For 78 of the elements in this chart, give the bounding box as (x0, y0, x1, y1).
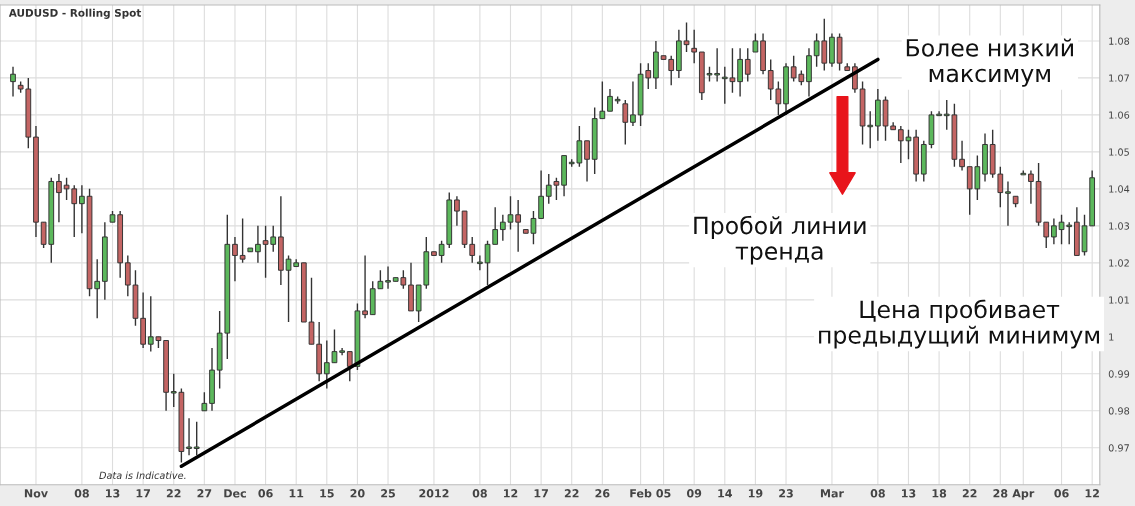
x-tick-label: 08 (74, 489, 89, 498)
y-tick-label: 1.04 (1109, 185, 1130, 193)
x-tick-label: 13 (902, 489, 916, 498)
y-tick-label: 1.07 (1109, 74, 1129, 82)
x-tick-label: 28 (993, 489, 1008, 498)
candlestick (538, 169, 544, 220)
x-tick-label: 15 (320, 489, 334, 498)
candlestick (362, 254, 368, 320)
y-tick-label: 1 (1109, 333, 1114, 341)
x-tick-label: Feb (630, 488, 652, 498)
x-tick-label: 12 (504, 489, 518, 498)
y-tick-label: 1.02 (1109, 259, 1129, 267)
x-tick-label: 06 (1054, 489, 1069, 498)
x-tick-label: 13 (106, 489, 120, 498)
candlestick (584, 140, 590, 183)
y-tick-label: 0.98 (1108, 407, 1130, 415)
candlestick (744, 47, 751, 83)
y-tick-label: 0.97 (1108, 444, 1129, 452)
candlestick (959, 140, 965, 172)
y-tick-label: 1.08 (1109, 37, 1130, 45)
x-tick-label: 06 (258, 489, 273, 498)
candlestick (1028, 169, 1034, 205)
candlestick (737, 47, 743, 98)
candlestick (193, 421, 200, 456)
candlestick (622, 99, 629, 146)
x-tick-label: 23 (779, 489, 793, 498)
candlestick (56, 173, 62, 223)
candlestick (10, 66, 16, 98)
x-tick-label: 27 (197, 489, 212, 498)
x-tick-label: 22 (564, 489, 579, 498)
candlestick (683, 21, 690, 53)
x-tick-label: 08 (870, 489, 885, 498)
x-tick-label: 11 (289, 489, 304, 498)
chart-title: AUDUSD - Rolling Spot (8, 8, 142, 19)
x-tick-label: 08 (472, 489, 487, 498)
x-tick-label: 19 (748, 489, 763, 498)
x-tick-label: 20 (350, 489, 365, 498)
candlestick (1005, 180, 1011, 227)
x-tick-label: Dec (224, 489, 246, 498)
x-tick-label: 05 (656, 489, 671, 498)
candlestick (936, 110, 942, 117)
annotation: Пробой линии тренда (694, 215, 866, 265)
x-tick-label: 14 (718, 489, 733, 498)
y-tick-label: 1.06 (1109, 111, 1130, 119)
candlestick (1051, 217, 1057, 246)
x-tick-label: Apr (1012, 489, 1035, 500)
y-tick-label: 1.05 (1109, 148, 1129, 156)
x-tick-label: 25 (381, 489, 395, 498)
y-tick-label: 1.03 (1109, 222, 1130, 230)
candlestick (385, 265, 391, 290)
candlestick (201, 391, 208, 412)
candlestick (607, 88, 613, 112)
candlestick (186, 417, 192, 456)
candlestick (239, 217, 246, 264)
candlestick (454, 195, 460, 227)
y-tick-label: 1.01 (1109, 296, 1129, 304)
annotation: Data is Indicative. (99, 471, 186, 480)
candlestick (232, 236, 238, 283)
x-tick-label: 26 (595, 489, 610, 498)
candlestick (691, 29, 698, 64)
y-tick-label: 0.99 (1108, 370, 1130, 378)
candlestick (630, 80, 636, 127)
x-tick-label: 22 (166, 489, 181, 498)
x-tick-label: Mar (820, 489, 844, 498)
x-tick-label: 22 (962, 489, 977, 498)
x-tick-label: 17 (534, 489, 548, 498)
annotation: Цена пробивает предыдущий минимум (819, 299, 1099, 349)
candlestick (255, 225, 261, 264)
x-tick-label: 17 (136, 489, 150, 498)
x-tick-label: 09 (686, 489, 702, 498)
x-tick-label: 18 (932, 489, 947, 498)
candlestick (752, 32, 759, 53)
annotation: Более низкий максимум (906, 38, 1073, 87)
x-tick-label: 2012 (419, 489, 449, 498)
candlestick (79, 184, 85, 234)
candlestick (477, 254, 483, 271)
x-tick-label: Nov (24, 489, 48, 498)
x-tick-label: 12 (1085, 489, 1099, 498)
